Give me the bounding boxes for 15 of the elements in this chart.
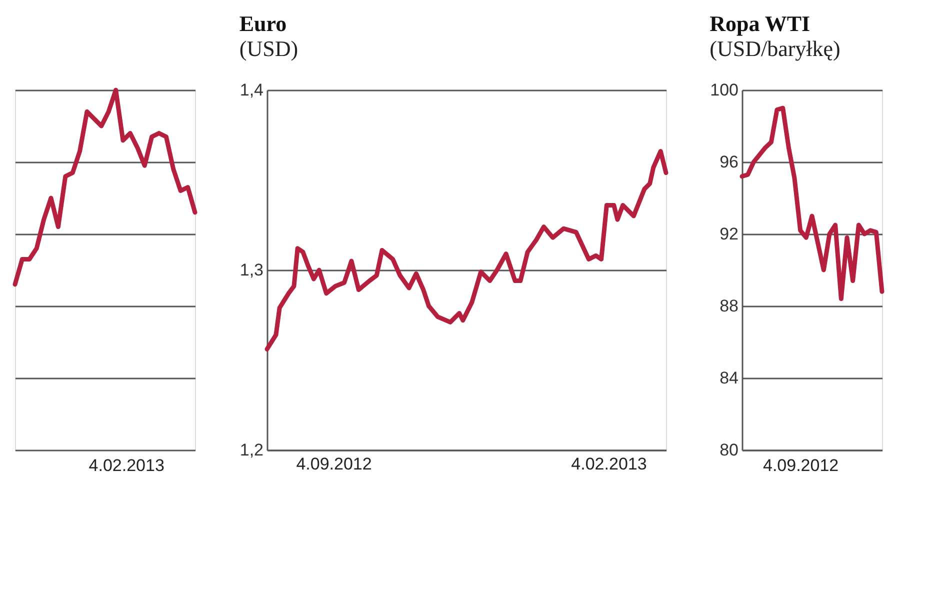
chart-subtitle: (USD) (239, 36, 298, 61)
chart-title: Ropa WTI (710, 11, 810, 36)
y-tick-label: 1,3 (240, 260, 264, 280)
y-tick-label: 88 (720, 296, 738, 316)
line-series (264, 148, 668, 352)
y-tick-label: 92 (720, 224, 738, 244)
y-tick-label: 84 (720, 368, 738, 388)
line-series (740, 106, 884, 302)
y-tick-label: 1,4 (240, 80, 264, 100)
y-tick-label: 1,2 (240, 440, 264, 460)
y-tick-label: 100 (710, 80, 738, 100)
y-tick-label: 96 (720, 152, 738, 172)
chart-title: Euro (239, 11, 287, 36)
chart-subtitle: (USD/baryłkę) (710, 36, 840, 61)
y-tick-label: 80 (720, 440, 738, 460)
